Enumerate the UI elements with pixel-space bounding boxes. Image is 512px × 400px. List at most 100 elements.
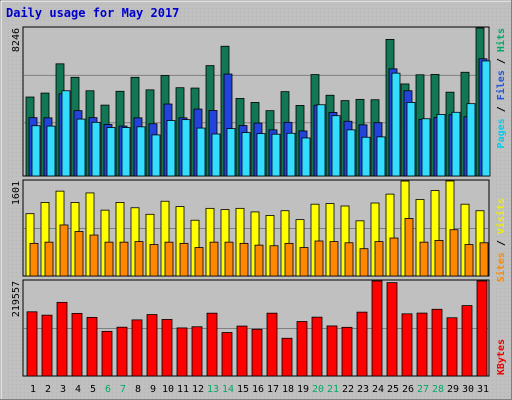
bar-sites-day-5	[89, 234, 99, 277]
bar-sites-day-21	[329, 241, 339, 277]
sites-label: Sites	[495, 252, 507, 282]
bar-sites-day-30	[464, 244, 474, 277]
bar-pages-day-26	[406, 102, 416, 177]
x-axis-labels: 1 2 3 4 5 6 7 8 9 10 11 12 13 14 15 16 17 18 19 20 21 22 23 24 2…	[30, 384, 489, 395]
x-tick-label-9: 9	[150, 384, 156, 395]
bar-sites-day-3	[59, 224, 69, 277]
bar-pages-day-5	[91, 121, 101, 177]
chart-title: Daily usage for May 2017	[6, 6, 179, 20]
x-tick-label-8: 8	[135, 384, 141, 395]
bar-kbytes-day-30	[461, 305, 473, 377]
bar-sites-day-2	[44, 241, 54, 277]
bar-pages-day-20	[316, 104, 326, 177]
bar-kbytes-day-13	[206, 312, 218, 377]
bar-pages-day-6	[106, 127, 116, 177]
files-label: Files	[495, 70, 507, 100]
bar-sites-day-23	[359, 248, 369, 277]
x-tick-label-22: 22	[342, 384, 354, 395]
x-tick-label-23: 23	[357, 384, 369, 395]
bar-pages-day-22	[346, 129, 356, 177]
bar-sites-day-8	[134, 241, 144, 277]
bar-pages-day-1	[31, 125, 41, 177]
bar-sites-day-25	[389, 237, 399, 277]
bar-sites-day-29	[449, 229, 459, 277]
bar-kbytes-day-29	[446, 317, 458, 377]
panel-2-series-label: Sites / Visits	[495, 198, 507, 282]
bar-pages-day-12	[196, 127, 206, 177]
bar-kbytes-day-14	[221, 332, 233, 377]
x-tick-label-17: 17	[267, 384, 279, 395]
bar-pages-day-27	[421, 118, 431, 177]
x-tick-label-11: 11	[177, 384, 189, 395]
x-tick-label-1: 1	[30, 384, 36, 395]
bar-marks	[25, 27, 491, 377]
bar-kbytes-day-23	[356, 311, 368, 377]
x-tick-label-12: 12	[192, 384, 204, 395]
bar-pages-day-31	[481, 60, 491, 177]
panel-3-series-label: KBytes	[496, 339, 507, 375]
bar-sites-day-19	[299, 247, 309, 277]
x-tick-label-25: 25	[387, 384, 399, 395]
bar-pages-day-23	[361, 136, 371, 177]
bar-pages-day-24	[376, 136, 386, 177]
bar-sites-day-9	[149, 244, 159, 277]
bar-pages-day-17	[271, 133, 281, 177]
bar-kbytes-day-3	[56, 301, 68, 377]
bar-pages-day-10	[166, 120, 176, 177]
bar-kbytes-day-10	[161, 319, 173, 377]
bar-sites-day-1	[29, 242, 39, 277]
hits-label: Hits	[495, 28, 507, 52]
x-tick-label-24: 24	[372, 384, 384, 395]
x-tick-label-10: 10	[162, 384, 174, 395]
bar-pages-day-15	[241, 132, 251, 177]
x-tick-label-6: 6	[105, 384, 111, 395]
bar-kbytes-day-6	[101, 330, 113, 377]
bar-pages-day-3	[61, 90, 71, 177]
bar-kbytes-day-25	[386, 282, 398, 377]
bar-pages-day-16	[256, 133, 266, 177]
bar-pages-day-8	[136, 126, 146, 177]
bar-pages-day-18	[286, 132, 296, 177]
bar-sites-day-15	[239, 242, 249, 277]
x-tick-label-28: 28	[432, 384, 444, 395]
bar-kbytes-day-8	[131, 319, 143, 377]
bar-sites-day-12	[194, 247, 204, 277]
bar-kbytes-day-5	[86, 316, 98, 377]
bar-kbytes-day-31	[476, 280, 488, 377]
x-tick-label-2: 2	[45, 384, 51, 395]
bar-pages-day-11	[181, 119, 191, 177]
bar-pages-day-30	[466, 103, 476, 177]
x-tick-label-18: 18	[282, 384, 294, 395]
x-tick-label-5: 5	[90, 384, 96, 395]
x-tick-label-4: 4	[75, 384, 81, 395]
bar-sites-day-13	[209, 241, 219, 277]
x-tick-label-29: 29	[447, 384, 459, 395]
bar-sites-day-27	[419, 241, 429, 277]
bar-kbytes-day-20	[311, 316, 323, 377]
x-tick-label-13: 13	[207, 384, 219, 395]
x-tick-label-21: 21	[327, 384, 339, 395]
bar-kbytes-day-26	[401, 313, 413, 377]
x-tick-label-26: 26	[402, 384, 414, 395]
bar-pages-day-14	[226, 128, 236, 177]
bar-sites-day-7	[119, 241, 129, 277]
bar-kbytes-day-7	[116, 326, 128, 377]
bar-kbytes-day-11	[176, 327, 188, 377]
bar-kbytes-day-1	[26, 311, 38, 377]
x-tick-label-15: 15	[237, 384, 249, 395]
bar-kbytes-day-22	[341, 326, 353, 377]
pages-label: Pages	[496, 118, 507, 148]
panel-1-series-label: Pages / Files / Hits	[495, 28, 507, 148]
bar-kbytes-day-9	[146, 314, 158, 377]
bar-pages-day-7	[121, 127, 131, 177]
bar-sites-day-22	[344, 242, 354, 277]
bar-kbytes-day-24	[371, 280, 383, 377]
x-tick-label-14: 14	[222, 384, 234, 395]
bar-sites-day-18	[284, 242, 294, 277]
bar-sites-day-10	[164, 241, 174, 277]
bar-sites-day-28	[434, 239, 444, 277]
x-tick-label-16: 16	[252, 384, 264, 395]
panel-2-ymax-label: 1601	[11, 181, 22, 205]
bar-kbytes-day-27	[416, 312, 428, 377]
